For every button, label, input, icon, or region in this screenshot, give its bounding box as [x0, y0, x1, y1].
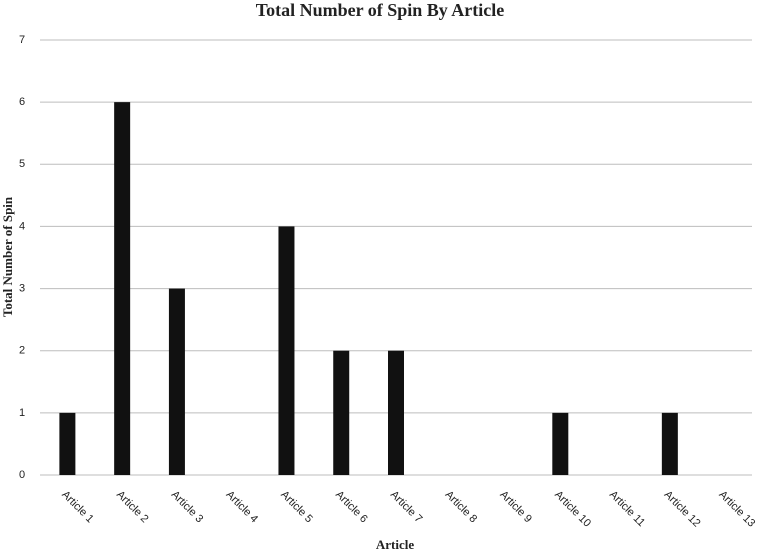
x-tick-label: Article 10 [552, 489, 593, 530]
x-tick-label: Article 1 [59, 489, 96, 526]
x-tick-label: Article 13 [716, 489, 757, 530]
x-tick-label: Article 5 [278, 489, 315, 526]
x-tick-label: Article 11 [607, 489, 647, 529]
x-tick-label: Article 4 [224, 489, 261, 526]
x-tick-label: Article 7 [388, 489, 425, 526]
bar [661, 412, 678, 475]
x-tick-label: Article 2 [114, 489, 151, 526]
y-axis-label: Total Number of Spin [0, 196, 15, 317]
x-tick-label: Article 8 [443, 489, 480, 526]
bar [114, 102, 131, 476]
y-tick-label: 0 [19, 469, 25, 481]
y-tick-label: 3 [19, 282, 25, 294]
bar [59, 412, 76, 475]
y-tick-label: 7 [19, 34, 25, 46]
y-tick-label: 4 [19, 220, 25, 232]
x-tick-label: Article 9 [497, 489, 534, 526]
x-tick-label: Article 6 [333, 489, 370, 526]
y-tick-label: 6 [19, 96, 25, 108]
x-tick-label: Article 12 [662, 489, 703, 530]
bar [333, 350, 350, 475]
x-axis-label: Article [376, 537, 414, 552]
bar [278, 226, 295, 475]
bar [552, 412, 569, 475]
y-tick-label: 2 [19, 345, 25, 357]
x-tick-label: Article 3 [169, 489, 206, 526]
y-tick-label: 5 [19, 158, 25, 170]
bar [168, 288, 185, 475]
y-tick-label: 1 [19, 407, 25, 419]
chart-title: Total Number of Spin By Article [256, 0, 505, 20]
bar [388, 350, 404, 475]
